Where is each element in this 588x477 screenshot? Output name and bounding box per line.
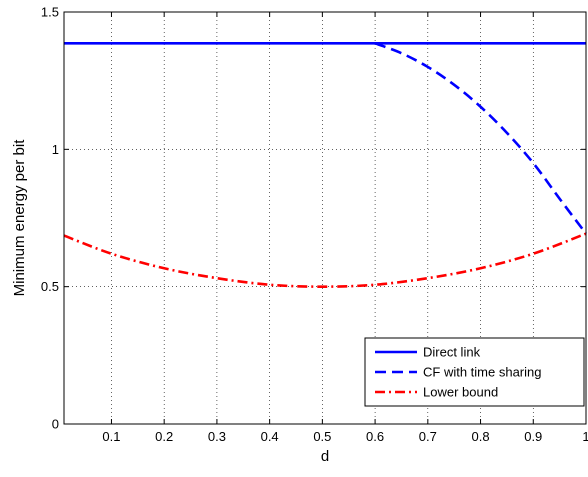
legend-label-2: Lower bound [423,385,498,400]
ticks: 0.1 0.2 0.3 0.4 0.5 0.6 0.7 0.8 0.9 1 0 0.5 1 1.5 [41,5,588,445]
axes-frame [63,11,587,425]
x-tick-label: 0.3 [208,429,226,444]
y-axis-label: Minimum energy per bit [11,139,28,297]
x-axis-label: d [321,448,329,465]
series-line-2 [63,232,587,288]
legend-items: Direct link CF with time sharing Lower bou… [375,345,541,400]
y-tick-label: 0 [52,417,59,432]
x-tick-label: 0.2 [155,429,173,444]
y-tick-label: 0.5 [41,279,59,294]
legend-label-1: CF with time sharing [423,365,541,380]
x-tick-label: 0.4 [261,429,279,444]
x-tick-label: 0.8 [472,429,490,444]
series-lines [63,42,588,288]
x-tick-label: 1 [582,429,588,444]
x-tick-label: 0.6 [366,429,384,444]
legend: Direct link CF with time sharing Lower bou… [364,337,585,407]
legend-label-0: Direct link [423,345,481,360]
y-tick-label: 1 [52,142,59,157]
y-tick-label: 1.5 [41,5,59,20]
x-tick-label: 0.9 [524,429,542,444]
series-line-1 [374,42,588,235]
x-tick-label: 0.1 [102,429,120,444]
x-tick-label: 0.5 [313,429,331,444]
x-tick-label: 0.7 [419,429,437,444]
